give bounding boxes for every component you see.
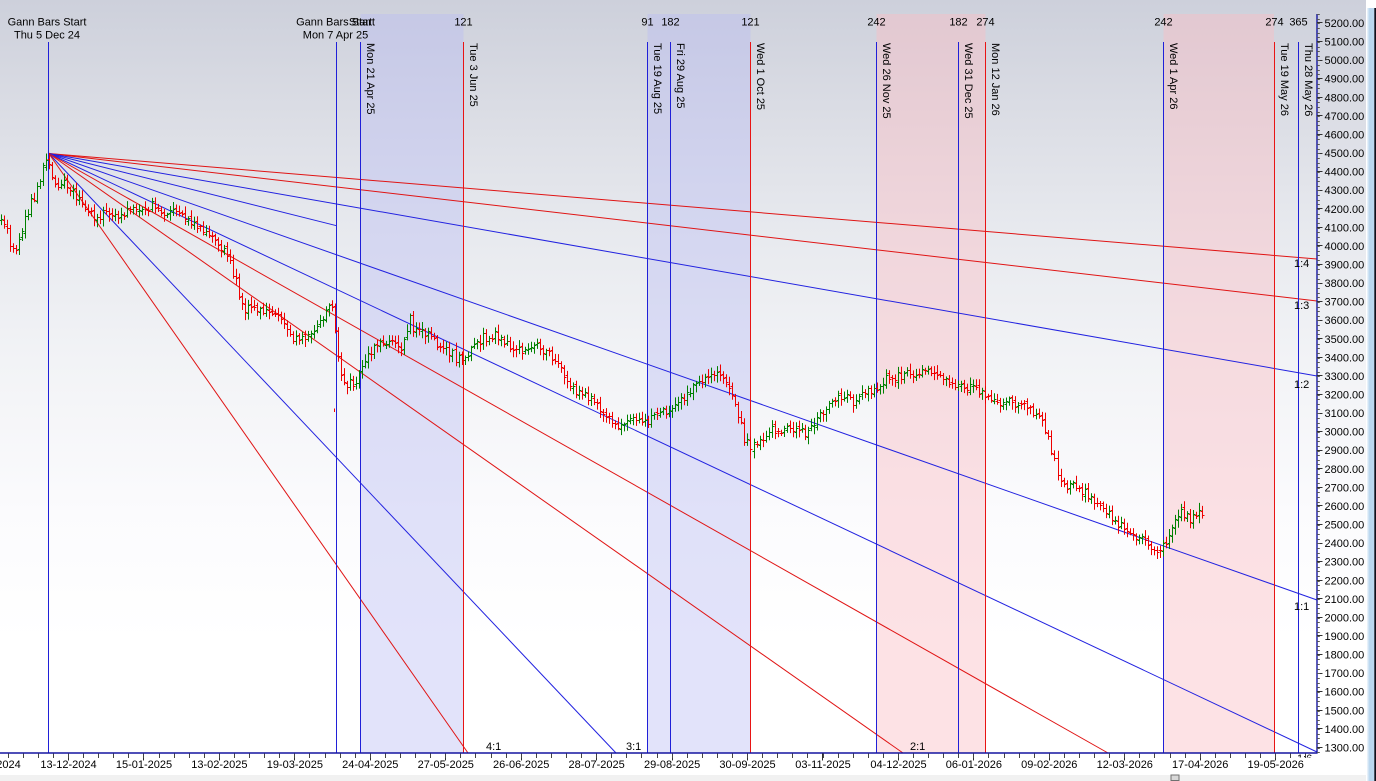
svg-text:24-04-2025: 24-04-2025 <box>342 759 398 771</box>
svg-text:1300.00: 1300.00 <box>1325 742 1365 754</box>
svg-text:274: 274 <box>976 17 994 29</box>
svg-text:4700.00: 4700.00 <box>1325 111 1365 123</box>
svg-text:06-01-2026: 06-01-2026 <box>946 759 1002 771</box>
svg-text:2800.00: 2800.00 <box>1325 464 1365 476</box>
svg-text:Thu 5 Dec 24: Thu 5 Dec 24 <box>14 30 80 42</box>
svg-text:121: 121 <box>741 17 759 29</box>
svg-text:4000.00: 4000.00 <box>1325 241 1365 253</box>
svg-text:Gann Bars Start: Gann Bars Start <box>296 17 375 29</box>
svg-text:2600.00: 2600.00 <box>1325 501 1365 513</box>
svg-text:2300.00: 2300.00 <box>1325 557 1365 569</box>
svg-text:3200.00: 3200.00 <box>1325 390 1365 402</box>
svg-text:4500.00: 4500.00 <box>1325 148 1365 160</box>
svg-text:3000.00: 3000.00 <box>1325 427 1365 439</box>
svg-text:1800.00: 1800.00 <box>1325 650 1365 662</box>
svg-text:Start: Start <box>349 17 372 29</box>
svg-text:1:1: 1:1 <box>1294 601 1309 613</box>
svg-text:Tue 19 Aug 25: Tue 19 Aug 25 <box>651 43 663 114</box>
svg-text:19-03-2025: 19-03-2025 <box>267 759 323 771</box>
svg-text:1:4: 1:4 <box>1294 258 1309 270</box>
svg-text:121: 121 <box>454 17 472 29</box>
svg-text:30-09-2025: 30-09-2025 <box>719 759 775 771</box>
svg-text:3400.00: 3400.00 <box>1325 352 1365 364</box>
svg-text:182: 182 <box>661 17 679 29</box>
svg-text:Fri 29 Aug 25: Fri 29 Aug 25 <box>674 43 686 108</box>
svg-text:Wed 1 Oct 25: Wed 1 Oct 25 <box>754 43 766 110</box>
svg-text:Wed 31 Dec 25: Wed 31 Dec 25 <box>962 43 974 119</box>
svg-text:2200.00: 2200.00 <box>1325 575 1365 587</box>
svg-text:242: 242 <box>1154 17 1172 29</box>
svg-text:365: 365 <box>1289 17 1307 29</box>
svg-text:17-04-2026: 17-04-2026 <box>1172 759 1228 771</box>
svg-text:28-07-2025: 28-07-2025 <box>568 759 624 771</box>
svg-text:26-06-2025: 26-06-2025 <box>493 759 549 771</box>
svg-text:3500.00: 3500.00 <box>1325 334 1365 346</box>
svg-text:1400.00: 1400.00 <box>1325 724 1365 736</box>
svg-text:1500.00: 1500.00 <box>1325 705 1365 717</box>
svg-text:4100.00: 4100.00 <box>1325 222 1365 234</box>
svg-text:5100.00: 5100.00 <box>1325 37 1365 49</box>
svg-text:Thu 28 May 26: Thu 28 May 26 <box>1302 43 1314 116</box>
svg-text:4600.00: 4600.00 <box>1325 129 1365 141</box>
svg-text:1900.00: 1900.00 <box>1325 631 1365 643</box>
svg-text:Wed 1 Apr 26: Wed 1 Apr 26 <box>1167 43 1179 109</box>
svg-text:13-02-2025: 13-02-2025 <box>191 759 247 771</box>
svg-text:3900.00: 3900.00 <box>1325 259 1365 271</box>
svg-text:Mon 7 Apr 25: Mon 7 Apr 25 <box>303 30 368 42</box>
svg-text:5200.00: 5200.00 <box>1325 18 1365 30</box>
svg-text:2:1: 2:1 <box>910 741 925 753</box>
svg-text:2100.00: 2100.00 <box>1325 594 1365 606</box>
svg-text:4800.00: 4800.00 <box>1325 92 1365 104</box>
svg-text:4300.00: 4300.00 <box>1325 185 1365 197</box>
svg-text:4900.00: 4900.00 <box>1325 74 1365 86</box>
svg-text:2700.00: 2700.00 <box>1325 482 1365 494</box>
svg-text:3:1: 3:1 <box>626 741 641 753</box>
svg-text:3800.00: 3800.00 <box>1325 278 1365 290</box>
svg-text:29-08-2025: 29-08-2025 <box>644 759 700 771</box>
svg-text:2500.00: 2500.00 <box>1325 520 1365 532</box>
svg-text:Tue 19 May 26: Tue 19 May 26 <box>1278 43 1290 116</box>
svg-text:2000.00: 2000.00 <box>1325 612 1365 624</box>
svg-text:91: 91 <box>641 17 653 29</box>
svg-text:1:6: 1:6 <box>1297 753 1312 765</box>
svg-text:242: 242 <box>867 17 885 29</box>
svg-text:4400.00: 4400.00 <box>1325 167 1365 179</box>
svg-text:1600.00: 1600.00 <box>1325 687 1365 699</box>
svg-text:3300.00: 3300.00 <box>1325 371 1365 383</box>
svg-text:5000.00: 5000.00 <box>1325 55 1365 67</box>
svg-text:4:1: 4:1 <box>486 741 501 753</box>
svg-text:12-11-2024: 12-11-2024 <box>0 759 21 771</box>
svg-text:2900.00: 2900.00 <box>1325 445 1365 457</box>
svg-text:12-03-2026: 12-03-2026 <box>1097 759 1153 771</box>
svg-text:1700.00: 1700.00 <box>1325 668 1365 680</box>
svg-text:274: 274 <box>1265 17 1283 29</box>
svg-text:2400.00: 2400.00 <box>1325 538 1365 550</box>
svg-text:04-12-2025: 04-12-2025 <box>870 759 926 771</box>
svg-text:Mon 21 Apr 25: Mon 21 Apr 25 <box>364 43 376 115</box>
svg-text:13-12-2024: 13-12-2024 <box>40 759 96 771</box>
svg-text:27-05-2025: 27-05-2025 <box>418 759 474 771</box>
svg-text:19-05-2026: 19-05-2026 <box>1248 759 1304 771</box>
svg-text:03-11-2025: 03-11-2025 <box>795 759 850 771</box>
svg-text:Gann Bars Start: Gann Bars Start <box>8 17 87 29</box>
svg-text:Mon 12 Jan 26: Mon 12 Jan 26 <box>989 43 1001 116</box>
svg-text:4200.00: 4200.00 <box>1325 204 1365 216</box>
svg-text:182: 182 <box>949 17 967 29</box>
svg-text:1:2: 1:2 <box>1294 379 1309 391</box>
svg-text:1:3: 1:3 <box>1294 300 1309 312</box>
svg-text:3700.00: 3700.00 <box>1325 297 1365 309</box>
svg-text:Wed 26 Nov 25: Wed 26 Nov 25 <box>880 43 892 119</box>
svg-text:15-01-2025: 15-01-2025 <box>116 759 172 771</box>
svg-text:09-02-2026: 09-02-2026 <box>1021 759 1077 771</box>
svg-text:Tue 3 Jun 25: Tue 3 Jun 25 <box>467 43 479 107</box>
svg-text:3600.00: 3600.00 <box>1325 315 1365 327</box>
svg-text:3100.00: 3100.00 <box>1325 408 1365 420</box>
